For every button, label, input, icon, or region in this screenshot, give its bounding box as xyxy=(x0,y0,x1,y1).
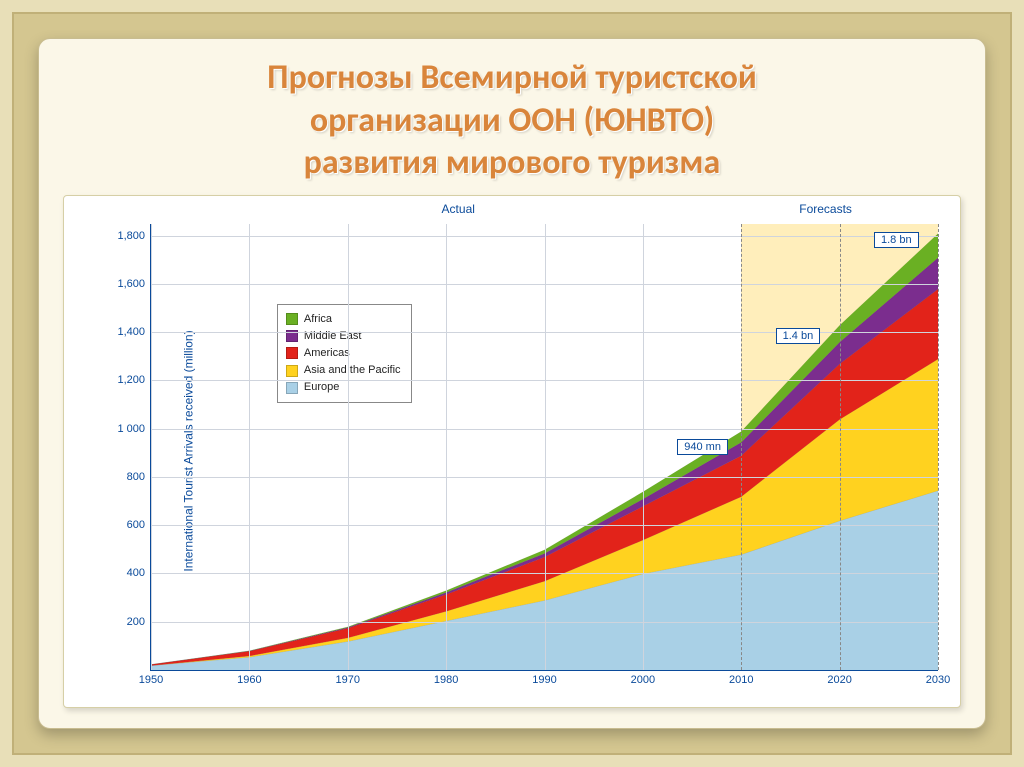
decade-line xyxy=(249,224,250,671)
decade-line xyxy=(151,224,152,671)
x-tick-label: 1960 xyxy=(237,670,261,686)
legend-item: Europe xyxy=(286,379,401,396)
decade-line xyxy=(643,224,644,671)
y-tick-label: 1,600 xyxy=(117,278,151,290)
x-tick-label: 1990 xyxy=(532,670,556,686)
y-tick-label: 800 xyxy=(127,471,151,483)
decade-line xyxy=(446,224,447,671)
legend-label: Middle East xyxy=(304,328,361,345)
x-tick-label: 2010 xyxy=(729,670,753,686)
legend-item: Asia and the Pacific xyxy=(286,362,401,379)
legend-item: Middle East xyxy=(286,328,401,345)
x-tick-label: 2030 xyxy=(926,670,950,686)
slide-body: Прогнозы Всемирной туристской организаци… xyxy=(38,38,986,729)
decade-line xyxy=(348,224,349,671)
decade-line xyxy=(545,224,546,671)
y-tick-label: 600 xyxy=(127,519,151,531)
y-tick-label: 1,200 xyxy=(117,374,151,386)
y-tick-label: 1,800 xyxy=(117,230,151,242)
title-line-3: развития мирового туризма xyxy=(304,142,721,183)
legend-swatch xyxy=(286,365,298,377)
legend: AfricaMiddle EastAmericasAsia and the Pa… xyxy=(277,304,412,403)
legend-label: Africa xyxy=(304,311,332,328)
slide-frame: Прогнозы Всемирной туристской организаци… xyxy=(12,12,1012,755)
plot-area: AfricaMiddle EastAmericasAsia and the Pa… xyxy=(150,224,938,672)
forecast-marker-line xyxy=(840,224,841,671)
y-tick-label: 1 000 xyxy=(117,423,151,435)
legend-swatch xyxy=(286,347,298,359)
y-tick-label: 400 xyxy=(127,567,151,579)
legend-item: Africa xyxy=(286,311,401,328)
forecast-marker-line xyxy=(741,224,742,671)
callout-box: 1.8 bn xyxy=(874,232,919,248)
x-tick-label: 1950 xyxy=(139,670,163,686)
legend-label: Europe xyxy=(304,379,339,396)
callout-box: 940 mn xyxy=(677,439,728,455)
forecast-marker-line xyxy=(938,224,939,671)
section-label-forecast: Forecasts xyxy=(799,202,852,216)
legend-swatch xyxy=(286,382,298,394)
legend-label: Asia and the Pacific xyxy=(304,362,401,379)
x-tick-label: 2020 xyxy=(827,670,851,686)
chart-card: International Tourist Arrivals received … xyxy=(63,195,961,709)
title-line-1: Прогнозы Всемирной туристской xyxy=(267,57,757,98)
x-tick-label: 2000 xyxy=(631,670,655,686)
callout-box: 1.4 bn xyxy=(776,328,821,344)
x-tick-label: 1980 xyxy=(434,670,458,686)
x-tick-label: 1970 xyxy=(336,670,360,686)
slide-title: Прогнозы Всемирной туристской организаци… xyxy=(63,57,961,185)
section-label-actual: Actual xyxy=(442,202,475,216)
y-tick-label: 200 xyxy=(127,616,151,628)
legend-item: Americas xyxy=(286,345,401,362)
y-tick-label: 1,400 xyxy=(117,326,151,338)
legend-swatch xyxy=(286,313,298,325)
title-line-2: организации ООН (ЮНВТО) xyxy=(310,100,714,141)
legend-label: Americas xyxy=(304,345,350,362)
